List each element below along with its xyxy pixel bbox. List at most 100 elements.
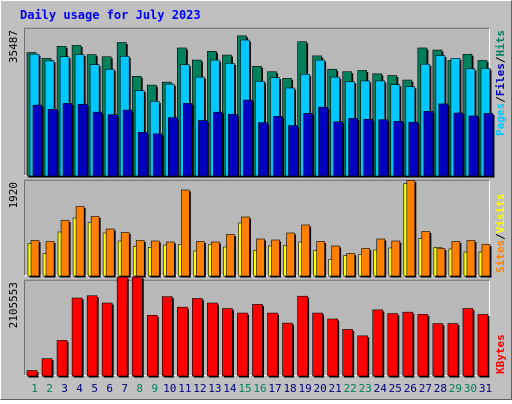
bar-pages-day-17: [273, 116, 283, 177]
x-tick-label-day-3: 3: [61, 382, 68, 395]
bar-kbytes-day-30: [462, 308, 474, 377]
bar-kbytes-day-19: [297, 295, 308, 377]
bar-sites-day-13: [211, 241, 220, 277]
legend-visits-sites: Sites/Visits: [494, 194, 507, 274]
bar-pages-day-7: [122, 109, 133, 177]
kbytes-panel-ytick-label: 2105553: [7, 282, 20, 328]
x-tick-label-day-12: 12: [193, 382, 206, 395]
bar-pages-day-18: [288, 125, 298, 177]
legend-visits-sites-entry-0: Sites: [494, 240, 507, 273]
bar-kbytes-day-8: [131, 276, 143, 377]
bar-sites-day-20: [316, 241, 325, 277]
x-tick-label-day-6: 6: [106, 382, 113, 395]
bar-pages-day-1: [32, 104, 43, 177]
bar-sites-day-24: [376, 238, 386, 277]
legend-visits-sites-entry-1: /: [494, 233, 507, 240]
bar-pages-day-14: [228, 113, 238, 177]
bar-kbytes-day-6: [101, 302, 113, 377]
x-tick-label-day-5: 5: [91, 382, 98, 395]
bar-sites-day-17: [271, 239, 280, 277]
bar-kbytes-day-9: [146, 315, 158, 377]
legend-hits-files-pages-entry-1: /: [494, 96, 507, 103]
bar-pages-day-29: [453, 112, 464, 177]
bar-kbytes-day-28: [432, 323, 444, 377]
bar-kbytes-day-26: [402, 311, 414, 377]
bar-sites-day-5: [90, 216, 100, 277]
x-tick-label-day-31: 31: [479, 382, 492, 395]
bar-kbytes-day-25: [387, 313, 399, 377]
x-tick-label-day-4: 4: [76, 382, 83, 395]
bar-pages-day-9: [152, 133, 163, 177]
bar-pages-day-6: [107, 114, 118, 177]
bar-sites-day-8: [135, 240, 145, 277]
x-tick-label-day-8: 8: [136, 382, 143, 395]
bar-sites-day-25: [391, 240, 401, 277]
bar-pages-day-3: [62, 103, 73, 177]
x-tick-label-day-7: 7: [121, 382, 128, 395]
bar-sites-day-18: [286, 232, 295, 277]
visits-sites-panel-ytick-label: 1920: [7, 182, 20, 209]
x-tick-label-day-27: 27: [419, 382, 432, 395]
bar-sites-day-3: [60, 220, 70, 277]
chart-title: Daily usage for July 2023: [20, 8, 201, 22]
bar-pages-day-23: [363, 118, 374, 177]
bar-kbytes-day-17: [267, 312, 278, 377]
bar-kbytes-day-21: [327, 318, 338, 377]
bar-sites-day-23: [361, 248, 371, 277]
bar-kbytes-day-13: [207, 302, 218, 377]
bar-pages-day-24: [378, 119, 389, 177]
bar-kbytes-day-10: [161, 296, 173, 377]
x-tick-label-day-20: 20: [314, 382, 327, 395]
x-tick-label-day-1: 1: [31, 382, 38, 395]
bar-kbytes-day-22: [342, 329, 353, 377]
bar-kbytes-day-5: [86, 295, 98, 377]
bar-pages-day-19: [303, 113, 313, 177]
legend-hits-files-pages-entry-2: Files: [494, 63, 507, 96]
bar-sites-day-2: [45, 241, 55, 277]
x-tick-label-day-21: 21: [329, 382, 342, 395]
legend-kbytes-entry-0: KBytes: [494, 334, 507, 374]
bar-sites-day-21: [331, 245, 340, 277]
x-tick-label-day-30: 30: [464, 382, 477, 395]
bar-pages-day-27: [423, 111, 434, 177]
x-tick-label-day-10: 10: [163, 382, 176, 395]
x-tick-label-day-26: 26: [404, 382, 417, 395]
bar-sites-day-9: [150, 240, 160, 277]
bar-sites-day-7: [120, 232, 130, 277]
x-tick-label-day-11: 11: [178, 382, 191, 395]
bar-kbytes-day-15: [237, 312, 248, 377]
bar-pages-day-22: [348, 118, 358, 177]
x-tick-label-day-24: 24: [374, 382, 388, 395]
x-tick-label-day-17: 17: [268, 382, 281, 395]
bar-kbytes-day-31: [477, 314, 489, 377]
legend-kbytes: KBytes: [494, 334, 507, 374]
bar-pages-day-16: [258, 122, 268, 177]
x-tick-label-day-23: 23: [359, 382, 372, 395]
bar-pages-day-4: [77, 103, 88, 177]
bar-sites-day-30: [466, 240, 476, 277]
bar-sites-day-29: [451, 241, 461, 277]
bar-kbytes-day-3: [56, 340, 68, 377]
x-tick-label-day-28: 28: [434, 382, 447, 395]
bar-sites-day-15: [241, 216, 250, 277]
bar-pages-day-11: [183, 103, 193, 177]
bar-kbytes-day-14: [222, 308, 233, 377]
legend-hits-files-pages-entry-0: Pages: [494, 103, 507, 136]
bar-kbytes-day-4: [71, 297, 83, 377]
bar-pages-day-2: [47, 108, 58, 177]
bar-kbytes-day-27: [417, 314, 429, 377]
bar-sites-day-27: [421, 231, 431, 277]
bar-kbytes-day-2: [41, 358, 53, 377]
bar-kbytes-day-24: [372, 309, 384, 377]
bar-pages-day-15: [243, 99, 253, 177]
bar-pages-day-12: [198, 120, 208, 177]
x-tick-label-day-22: 22: [344, 382, 357, 395]
legend-hits-files-pages-entry-4: Hits: [494, 30, 507, 57]
bar-sites-day-28: [436, 248, 446, 277]
bar-pages-day-20: [318, 106, 328, 177]
bar-kbytes-day-29: [447, 323, 459, 377]
bar-pages-day-8: [137, 131, 148, 177]
